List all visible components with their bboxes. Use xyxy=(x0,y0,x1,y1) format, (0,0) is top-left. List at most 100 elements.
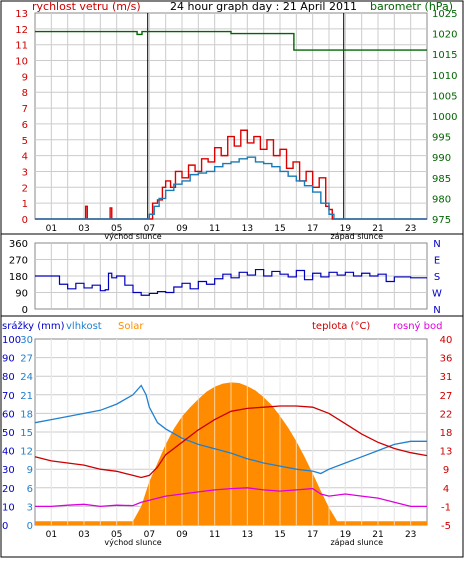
y-tick-label-precip: 100 xyxy=(2,335,21,346)
y-tick-label-left: 3 xyxy=(22,167,28,178)
y-tick-label-temp: 36 xyxy=(440,354,453,365)
y-tick-label-temp: 27 xyxy=(440,391,453,402)
x-tick-label: 09 xyxy=(176,530,188,540)
y-tick-label-left: 13 xyxy=(15,9,28,20)
x-tick-label: 01 xyxy=(46,530,57,540)
y-tick-label-left: 8 xyxy=(22,88,28,99)
y-tick-label-temp: 40 xyxy=(440,335,453,346)
y-tick-label-precip: 70 xyxy=(2,391,15,402)
y-tick-label-left: 5 xyxy=(22,136,28,147)
y-tick-label-humidity: 9 xyxy=(27,465,33,476)
y-tick-label-precip: 30 xyxy=(2,465,15,476)
x-tick-label: 03 xyxy=(78,530,89,540)
y-tick-label-left: 270 xyxy=(9,256,28,267)
y-tick-label-left: 10 xyxy=(15,57,28,68)
right-axis-title: barometr (hPa) xyxy=(370,0,453,13)
x-tick-label: 01 xyxy=(46,224,57,234)
y-tick-label-humidity: 3 xyxy=(27,502,33,513)
x-tick-label: 13 xyxy=(242,224,253,234)
compass-label: W xyxy=(432,289,442,300)
x-tick-label: 21 xyxy=(372,530,383,540)
y-tick-label-left: 12 xyxy=(15,25,28,36)
y-tick-label-temp: 13 xyxy=(440,447,453,458)
x-tick-label: 19 xyxy=(340,530,352,540)
y-tick-label-temp: 18 xyxy=(440,428,453,439)
y-tick-label-left: 180 xyxy=(9,272,28,283)
temperature-line xyxy=(34,405,428,479)
wind-average-line xyxy=(35,156,427,220)
y-tick-label-precip: 20 xyxy=(2,484,15,495)
sun-annotation: východ slunce xyxy=(104,538,161,547)
y-tick-label-precip: 50 xyxy=(2,428,15,439)
y-tick-label-right: 1005 xyxy=(432,91,457,102)
x-tick-label: 11 xyxy=(209,530,220,540)
barometer-line xyxy=(35,30,427,51)
x-tick-label: 11 xyxy=(209,224,220,234)
y-tick-label-precip: 90 xyxy=(2,354,15,365)
x-tick-label: 23 xyxy=(405,530,416,540)
y-tick-label-precip: 60 xyxy=(2,409,15,420)
legend-dewpoint: rosný bod xyxy=(393,320,442,332)
wind-barometer-panel: 0123456789101112139759809859909951000100… xyxy=(15,9,457,241)
y-tick-label-right: 1000 xyxy=(432,112,457,123)
y-tick-label-precip: 10 xyxy=(2,502,15,513)
y-tick-label-left: 9 xyxy=(22,72,28,83)
wind-direction-line xyxy=(35,268,427,296)
y-tick-label-precip: 40 xyxy=(2,447,15,458)
y-tick-label-left: 0 xyxy=(22,215,28,226)
compass-label: N xyxy=(433,305,440,316)
legend-humidity: vlhkost xyxy=(66,321,102,332)
compass-label: E xyxy=(434,256,440,267)
y-tick-label-temp: -5 xyxy=(441,521,451,532)
y-tick-label-humidity: 27 xyxy=(20,354,33,365)
y-tick-label-left: 360 xyxy=(9,239,28,250)
y-tick-label-humidity: 21 xyxy=(20,391,33,402)
legend-solar: Solar xyxy=(118,321,144,332)
y-tick-label-right: 1020 xyxy=(432,30,457,41)
y-tick-label-left: 2 xyxy=(22,183,28,194)
y-tick-label-temp: 31 xyxy=(440,372,453,383)
y-tick-label-left: 1 xyxy=(22,199,28,210)
y-tick-label-temp: 4 xyxy=(443,484,449,495)
y-tick-label-humidity: 6 xyxy=(27,484,33,495)
y-tick-label-humidity: 12 xyxy=(20,447,33,458)
y-tick-label-left: 0 xyxy=(22,305,28,316)
compass-label: S xyxy=(434,272,440,283)
y-tick-label-precip: 0 xyxy=(2,521,8,532)
y-tick-label-right: 1015 xyxy=(432,50,457,61)
y-tick-label-right: 980 xyxy=(432,194,451,205)
y-tick-label-humidity: 15 xyxy=(20,428,33,439)
y-tick-label-right: 1025 xyxy=(432,9,457,20)
wind-gust-line xyxy=(35,129,427,220)
dewpoint-line xyxy=(35,487,427,508)
x-tick-label: 23 xyxy=(405,224,416,234)
precip-humidity-temp-panel: srážky (mm) vlhkost Solar teplota (°C) r… xyxy=(2,320,452,547)
x-tick-label: 17 xyxy=(307,224,318,234)
sun-annotation: východ slunce xyxy=(104,232,161,241)
x-tick-label: 07 xyxy=(144,530,155,540)
sun-annotation: západ slunce xyxy=(330,232,383,241)
y-tick-label-right: 975 xyxy=(432,215,451,226)
y-tick-label-humidity: 24 xyxy=(20,372,33,383)
y-tick-label-left: 6 xyxy=(22,120,28,131)
y-tick-label-temp: 22 xyxy=(440,409,453,420)
y-tick-label-right: 990 xyxy=(432,153,451,164)
compass-label: N xyxy=(433,239,440,250)
x-tick-label: 13 xyxy=(242,530,253,540)
y-tick-label-right: 995 xyxy=(432,133,451,144)
x-tick-label: 17 xyxy=(307,530,318,540)
humidity-line xyxy=(34,384,427,475)
y-tick-label-humidity: 30 xyxy=(20,335,33,346)
y-tick-label-precip: 80 xyxy=(2,372,15,383)
y-tick-label-temp: -1 xyxy=(441,502,451,513)
y-tick-label-right: 1010 xyxy=(432,71,457,82)
sun-annotation: západ slunce xyxy=(330,538,383,547)
legend-temperature: teplota (°C) xyxy=(312,321,370,332)
x-tick-label: 21 xyxy=(372,224,383,234)
y-tick-label-humidity: 18 xyxy=(20,409,33,420)
x-tick-label: 07 xyxy=(144,224,155,234)
x-tick-label: 15 xyxy=(274,224,285,234)
